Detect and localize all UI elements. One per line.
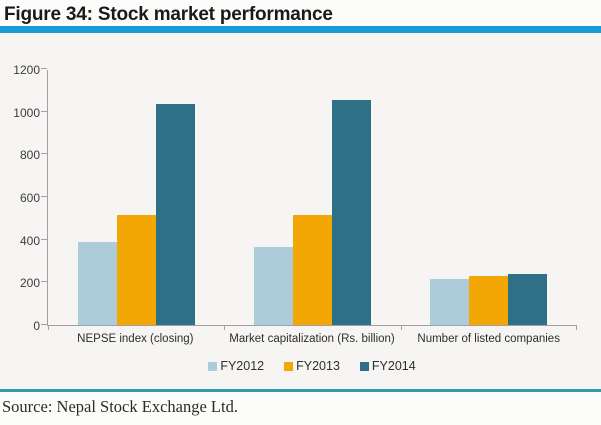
bar-FY2012-1	[77, 241, 117, 325]
bar-FY2012-3	[430, 278, 470, 325]
bar-FY2013-1	[116, 214, 156, 325]
legend-item-FY2012: FY2012	[208, 359, 264, 373]
y-tick-mark	[41, 110, 47, 112]
legend-item-FY2013: FY2013	[284, 359, 340, 373]
bar-group	[401, 70, 577, 325]
bar-FY2013-3	[469, 275, 509, 325]
y-tick-mark	[41, 324, 47, 325]
y-tick-label: 200	[19, 276, 40, 291]
category-label: NEPSE index (closing)	[77, 333, 194, 345]
source-accent-rule	[0, 389, 601, 392]
bar-FY2013-2	[292, 215, 332, 325]
y-tick-label: 800	[19, 148, 40, 163]
legend-swatch	[284, 361, 294, 371]
y-tick-label: 1200	[13, 63, 40, 77]
legend-label: FY2013	[296, 359, 340, 373]
x-axis-category-labels: NEPSE index (closing) Market capitalizati…	[47, 333, 577, 345]
y-tick-label: 400	[19, 233, 40, 248]
y-tick-label: 0	[33, 319, 40, 333]
bar-group	[48, 70, 224, 325]
title-accent-rule	[0, 26, 601, 33]
x-tick-mark	[48, 325, 49, 330]
legend-label: FY2014	[371, 359, 416, 373]
bar-FY2014-3	[508, 274, 548, 325]
y-tick-mark	[41, 281, 47, 283]
y-tick-mark	[41, 196, 47, 197]
y-tick-mark	[41, 68, 47, 69]
y-tick-label: 1000	[13, 105, 40, 120]
bar-chart: 0 200 400 600 800 1000 1200 NEPSE index (closi…	[0, 33, 601, 389]
bar-FY2014-2	[331, 99, 371, 325]
legend-item-FY2014: FY2014	[359, 359, 416, 373]
x-tick-mark	[576, 325, 577, 330]
y-tick-mark	[41, 153, 47, 155]
legend-label: FY2012	[220, 359, 265, 373]
bar-FY2012-2	[253, 246, 293, 325]
y-axis-labels: 0 200 400 600 800 1000 1200	[0, 63, 40, 333]
legend-swatch	[359, 361, 369, 371]
x-tick-mark	[400, 325, 402, 330]
figure-title: Figure 34: Stock market performance	[4, 4, 333, 25]
category-label: Market capitalization (Rs. billion)	[229, 333, 395, 345]
legend-swatch	[208, 361, 218, 371]
plot-area	[41, 68, 577, 330]
bar-FY2014-1	[155, 104, 195, 325]
source-text: Source: Nepal Stock Exchange Ltd.	[0, 392, 601, 417]
y-tick-mark	[41, 238, 47, 240]
category-label: Number of listed companies	[417, 333, 560, 345]
y-tick-label: 600	[19, 191, 40, 205]
x-tick-mark	[224, 325, 226, 330]
bar-group	[224, 70, 400, 325]
chart-legend: FY2012 FY2013 FY2014	[47, 359, 577, 373]
